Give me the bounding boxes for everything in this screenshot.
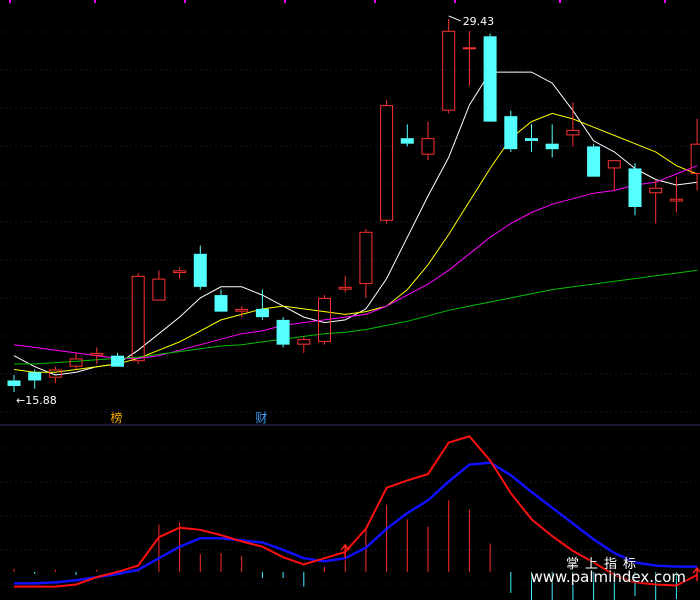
candle [462,30,476,86]
watermark-cn: 掌上指标 [565,557,642,572]
candle-body [173,270,187,274]
candle [255,289,269,320]
candle-body [214,295,228,312]
candle [566,102,580,147]
candle-body [380,105,394,221]
candle [276,317,290,348]
ma-line [13,165,698,359]
candle-body [276,319,290,345]
candle-body [504,116,518,150]
indicator-red-line [14,435,698,588]
candle [400,124,414,147]
candle [525,124,538,152]
candle-body [566,129,580,136]
candle [131,273,145,364]
candle-body [462,47,476,50]
price-labels: 29.43 ←15.88 榜 财 [16,15,494,425]
candle-body [193,253,207,287]
candle [318,295,331,345]
candle-body [400,138,414,144]
candle-body [690,143,700,174]
candle [442,18,456,114]
candle [587,143,601,177]
candle-body [235,308,249,312]
candle-body [7,380,21,386]
candle [421,121,435,161]
candle-body [483,36,497,122]
indicator-arrows [340,543,700,582]
candle [690,118,700,191]
candle-body [131,275,145,362]
candle [173,267,187,279]
candle [504,110,518,152]
candle [48,366,62,384]
ma-line [13,112,698,373]
candle [297,336,311,353]
arrow-head [340,543,350,551]
candle-body [628,168,642,207]
candle-body [111,355,124,367]
candle-body [48,369,62,378]
candle [214,289,228,312]
up-arrow [692,566,700,582]
candle-body [338,286,352,290]
candle [628,162,642,216]
candle-body [525,138,538,141]
candle [607,160,621,191]
candle [152,270,166,301]
candle-body [318,297,331,342]
candle-body [607,160,621,169]
price-grid [0,31,700,413]
up-arrow [340,543,350,558]
candle-body [297,339,311,345]
candle [90,347,104,364]
candle [380,99,394,224]
candle [235,306,249,318]
candle-body [669,198,683,202]
candle-body [255,308,269,318]
candle [545,124,559,158]
high-price-label: 29.43 [463,15,495,28]
ma-line [14,269,698,365]
candle-body [90,352,104,356]
moving-average-lines [13,71,698,376]
candle-body [69,358,83,367]
watermark-url: www.palmindex.com [530,568,686,586]
indicator-histogram [13,500,698,600]
candle [669,176,683,213]
candle [483,33,497,122]
ma-line [13,71,698,376]
candle [28,369,42,389]
candle-body [28,372,42,381]
top-edge-ticks [9,0,666,3]
indicator-blue-line [14,461,698,585]
candle [69,352,83,370]
indicator-grid [0,447,700,585]
candle-body [421,138,435,155]
event-marker: 榜 [111,410,123,425]
candle-body [442,30,456,111]
candle [359,229,373,298]
candle-body [152,278,166,301]
candle [649,179,663,224]
candle-body [649,187,663,194]
low-price-label: ←15.88 [16,394,57,407]
high-pointer [448,15,461,22]
candle [193,245,207,290]
candle [111,352,124,367]
candle-body [359,231,373,285]
candle [7,374,21,393]
candles [7,18,700,393]
indicator-lines [14,435,698,588]
candle [338,275,352,293]
event-marker: 财 [255,411,267,425]
candle-body [545,143,559,150]
candle-body [587,146,601,177]
